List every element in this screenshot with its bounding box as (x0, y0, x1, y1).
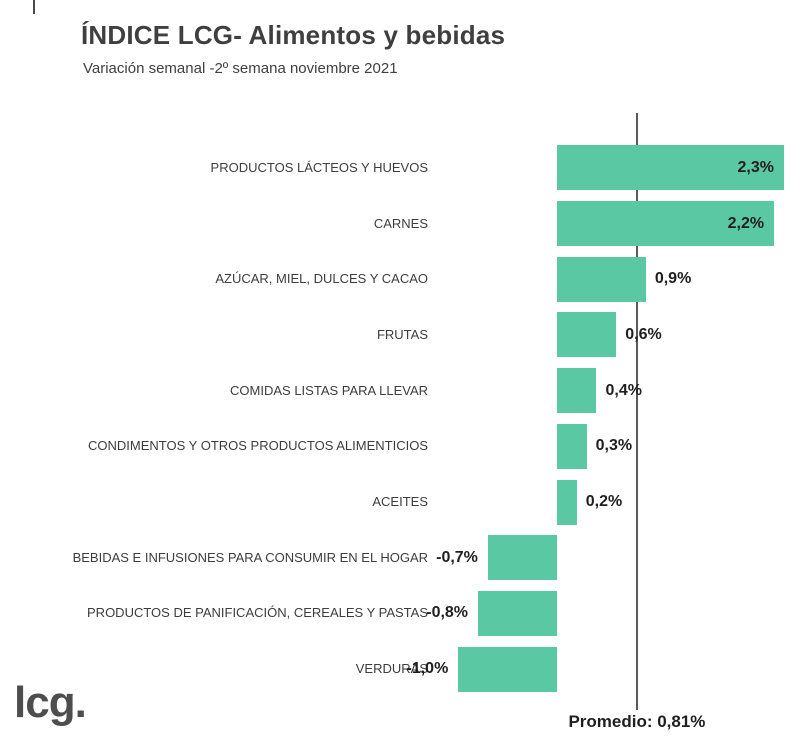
chart-row: COMIDAS LISTAS PARA LLEVAR 0,4% (0, 363, 800, 419)
value-label: 2,3% (737, 158, 774, 176)
bar (557, 368, 597, 414)
value-label: -0,8% (426, 604, 469, 622)
category-label: CARNES (373, 215, 428, 231)
page-corner-mark (33, 0, 35, 14)
bar (557, 145, 784, 191)
chart-row: PRODUCTOS DE PANIFICACIÓN, CEREALES Y PA… (0, 586, 800, 642)
chart-row: CARNES 2,2% (0, 196, 800, 252)
category-label: COMIDAS LISTAS PARA LLEVAR (230, 382, 428, 398)
bar (557, 256, 646, 302)
bar (487, 535, 557, 581)
chart-row: AZÚCAR, MIEL, DULCES Y CACAO 0,9% (0, 251, 800, 307)
chart-subtitle: Variación semanal -2º semana noviembre 2… (83, 60, 398, 77)
category-label: CONDIMENTOS Y OTROS PRODUCTOS ALIMENTICI… (88, 438, 428, 454)
average-label: Promedio: 0,81% (568, 712, 706, 731)
chart-row: VERDURAS -1,0% (0, 641, 800, 697)
category-label: BEBIDAS E INFUSIONES PARA CONSUMIR EN EL… (72, 549, 428, 565)
value-label: 0,4% (605, 381, 642, 399)
bar (557, 312, 617, 358)
bar (557, 423, 587, 469)
chart-row: FRUTAS 0,6% (0, 307, 800, 363)
category-label: FRUTAS (376, 327, 428, 343)
bar (458, 646, 557, 692)
category-label: PRODUCTOS DE PANIFICACIÓN, CEREALES Y PA… (87, 605, 428, 621)
chart-row: BEBIDAS E INFUSIONES PARA CONSUMIR EN EL… (0, 530, 800, 586)
value-label: 2,2% (727, 214, 765, 232)
chart-row: ACEITES 0,2% (0, 474, 800, 530)
bar-chart: PRODUCTOS LÁCTEOS Y HUEVOS 2,3% CARNES 2,2%… (0, 100, 800, 715)
chart-row: CONDIMENTOS Y OTROS PRODUCTOS ALIMENTICI… (0, 419, 800, 475)
value-label: -1,0% (406, 660, 449, 678)
category-label: AZÚCAR, MIEL, DULCES Y CACAO (215, 271, 428, 287)
average-line (635, 113, 638, 710)
chart-title: ÍNDICE LCG- Alimentos y bebidas (81, 20, 506, 50)
value-label: 0,9% (654, 270, 692, 288)
value-label: 0,3% (595, 437, 633, 455)
chart-row: PRODUCTOS LÁCTEOS Y HUEVOS 2,3% (0, 140, 800, 196)
bar (557, 201, 775, 247)
category-label: VERDURAS (355, 661, 428, 677)
value-label: 0,6% (625, 325, 662, 343)
bar (478, 590, 557, 636)
lcg-logo: lcg. (14, 678, 87, 727)
value-label: -0,7% (436, 548, 478, 566)
category-label: ACEITES (372, 494, 428, 510)
category-label: PRODUCTOS LÁCTEOS Y HUEVOS (210, 160, 428, 176)
value-label: 0,2% (585, 493, 623, 511)
bar (557, 479, 577, 525)
